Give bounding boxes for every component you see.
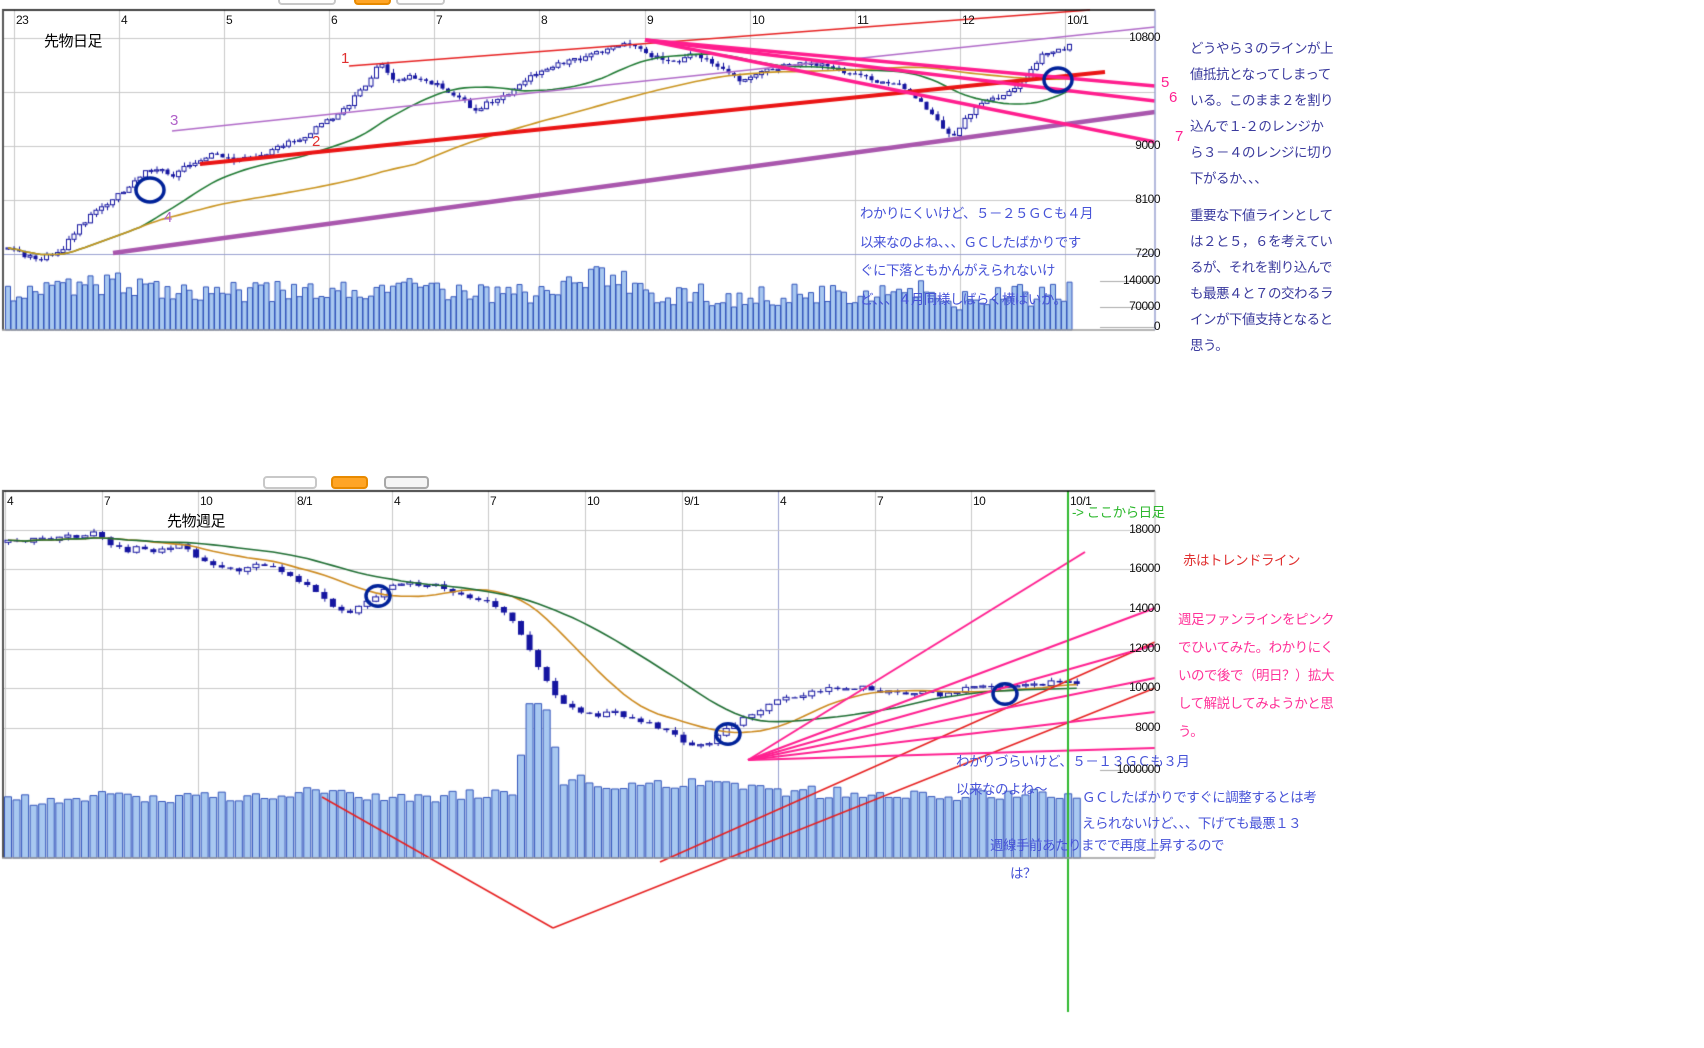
- x-axis-label-weekly-6: 7: [490, 494, 497, 508]
- y-axis-label-weekly-3: 14000: [1129, 601, 1160, 615]
- trendline-label-1: 1: [341, 50, 349, 67]
- x-axis-label-daily-11: 10/1: [1067, 13, 1089, 27]
- x-axis-label-daily-5: 7: [436, 13, 443, 27]
- x-axis-label-weekly-9: 4: [780, 494, 787, 508]
- y-axis-label-daily-1: 10800: [1129, 30, 1160, 44]
- daily-comment-2-line-6: 思う。: [1190, 338, 1229, 353]
- daily-note-gc-line-2: 以来なのよね、、、ＧＣしたばかりです: [860, 234, 1081, 250]
- weekly-note-gc-3: 週線手前あたりまでで再度上昇するので: [990, 838, 1225, 853]
- x-axis-label-daily-4: 6: [331, 13, 338, 27]
- x-axis-label-weekly-3: 10: [200, 494, 213, 508]
- x-axis-label-weekly-7: 10: [587, 494, 600, 508]
- weekly-note-fanline-line-5: う。: [1178, 724, 1204, 739]
- y-axis-label-weekly-4: 12000: [1129, 641, 1160, 655]
- x-axis-label-weekly-10: 7: [877, 494, 884, 508]
- daily-note-gc-line-4: ど、、、４月同様しばらく横ばいか。: [860, 291, 1067, 307]
- daily-comment-1-line-6: 下がるか、、、: [1190, 171, 1268, 186]
- weekly-note-gc-4: は？: [1010, 866, 1037, 881]
- daily-comment-2-line-3: るが、それを割り込んで: [1190, 260, 1333, 275]
- daily-note-gc: わかりにくいけど、５－２５ＧＣも４月 以来なのよね、、、ＧＣしたばかりです ぐに下落…: [860, 200, 1094, 314]
- y-axis-label-weekly-2: 16000: [1129, 561, 1160, 575]
- weekly-note-gc-2-line-1: ＧＣしたばかりですぐに調整するとは考: [1082, 790, 1317, 805]
- y-axis-label-weekly-6: 8000: [1135, 720, 1160, 734]
- weekly-note-fanline-line-4: して解説してみようかと思: [1178, 696, 1334, 711]
- x-axis-label-weekly-4: 8/1: [297, 494, 313, 508]
- weekly-note-fanline-line-1: 週足ファンラインをピンク: [1178, 612, 1335, 627]
- x-axis-label-weekly-11: 10: [973, 494, 986, 508]
- daily-chart-title: 先物日足: [44, 33, 103, 50]
- x-axis-label-weekly-1: 4: [7, 494, 14, 508]
- toolbar-button-4[interactable]: [263, 476, 317, 489]
- x-axis-label-daily-9: 11: [857, 13, 869, 27]
- toolbar-button-1[interactable]: [278, 0, 336, 5]
- weekly-note-gc-2: ＧＣしたばかりですぐに調整するとは考 えられないけど、、、下げても最悪１３: [1082, 785, 1317, 837]
- y-axis-label-daily-4: 7200: [1135, 246, 1160, 260]
- weekly-note-fanline: 週足ファンラインをピンク でひいてみた。わかりにく いので後で（明日？）拡大 して解説…: [1178, 606, 1335, 746]
- y-axis-label-daily-7: 0: [1153, 319, 1161, 333]
- x-axis-label-daily-8: 10: [752, 13, 765, 27]
- daily-comment-2-line-5: インが下値支持となると: [1190, 312, 1333, 327]
- x-axis-label-weekly-2: 7: [104, 494, 111, 508]
- weekly-note-fanline-line-2: でひいてみた。わかりにく: [1178, 640, 1334, 655]
- daily-comment-1-line-1: どうやら３のラインが上: [1190, 41, 1334, 56]
- weekly-note-gc-1: わかりづらいけど、５－１３ＧＣも３月 以来なのよね～: [956, 748, 1190, 804]
- weekly-note-gc-1-line-1: わかりづらいけど、５－１３ＧＣも３月: [956, 754, 1190, 769]
- daily-note-gc-line-1: わかりにくいけど、５－２５ＧＣも４月: [860, 206, 1094, 221]
- daily-comment-2-line-4: も最悪４と７の交わるラ: [1190, 286, 1334, 301]
- daily-comment-1-line-5: ら３－４のレンジに切り: [1190, 145, 1334, 160]
- x-axis-label-daily-2: 4: [121, 13, 128, 27]
- trendline-label-2: 2: [312, 133, 320, 150]
- daily-comment-1-line-3: いる。このまま２を割り: [1190, 93, 1334, 108]
- x-axis-label-daily-10: 12: [962, 13, 975, 27]
- y-axis-label-daily-3: 8100: [1135, 192, 1160, 206]
- toolbar-button-2[interactable]: [354, 0, 391, 5]
- fanline-label-7: 7: [1175, 128, 1183, 145]
- weekly-note-red-trendline: 赤はトレンドライン: [1183, 553, 1301, 568]
- daily-comment-1-line-4: 込んで１-２のレンジか: [1190, 119, 1324, 134]
- y-axis-label-weekly-1: 18000: [1129, 522, 1160, 536]
- y-axis-label-daily-5: 140000: [1122, 273, 1161, 287]
- daily-comment-2-line-2: は２と５，６を考えてい: [1190, 234, 1333, 249]
- weekly-note-gc-2-line-2: えられないけど、、、下げても最悪１３: [1082, 816, 1302, 831]
- x-axis-label-daily-6: 8: [541, 13, 548, 27]
- toolbar-button-5[interactable]: [331, 476, 368, 489]
- x-axis-label-daily-1: 23: [16, 13, 29, 27]
- y-axis-label-weekly-7: 1000000: [1116, 762, 1161, 776]
- weekly-note-fanline-line-3: いので後で（明日？）拡大: [1178, 668, 1335, 683]
- daily-comment-2: 重要な下値ラインとして は２と５，６を考えてい るが、それを割り込んで も最悪４と７の…: [1190, 203, 1334, 359]
- trendline-label-3: 3: [170, 112, 178, 129]
- toolbar-button-6[interactable]: [384, 476, 429, 489]
- daily-comment-2-line-1: 重要な下値ラインとして: [1190, 208, 1333, 223]
- toolbar-button-3[interactable]: [396, 0, 445, 5]
- fanline-label-5: 5: [1161, 74, 1169, 91]
- x-axis-label-daily-7: 9: [647, 13, 654, 27]
- x-axis-label-weekly-5: 4: [394, 494, 401, 508]
- daily-comment-1-line-2: 値抵抗となってしまって: [1190, 67, 1331, 82]
- weekly-note-gc-1-line-2: 以来なのよね～: [956, 782, 1048, 797]
- x-axis-label-daily-3: 5: [226, 13, 233, 27]
- y-axis-label-daily-6: 70000: [1129, 299, 1160, 313]
- weekly-chart-title: 先物週足: [167, 513, 226, 530]
- y-axis-label-daily-2: 9000: [1135, 138, 1160, 152]
- x-axis-label-weekly-12: 10/1: [1070, 494, 1092, 508]
- daily-note-gc-line-3: ぐに下落ともかんがえられないけ: [860, 263, 1056, 278]
- y-axis-label-weekly-5: 10000: [1129, 680, 1160, 694]
- daily-comment-1: どうやら３のラインが上 値抵抗となってしまって いる。このまま２を割り 込んで１-２の…: [1190, 36, 1334, 192]
- fanline-label-6: 6: [1169, 89, 1177, 106]
- x-axis-label-weekly-8: 9/1: [684, 494, 700, 508]
- trendline-label-4: 4: [164, 209, 172, 226]
- weekly-note-daily-from-here: -> ここから日足: [1072, 505, 1165, 520]
